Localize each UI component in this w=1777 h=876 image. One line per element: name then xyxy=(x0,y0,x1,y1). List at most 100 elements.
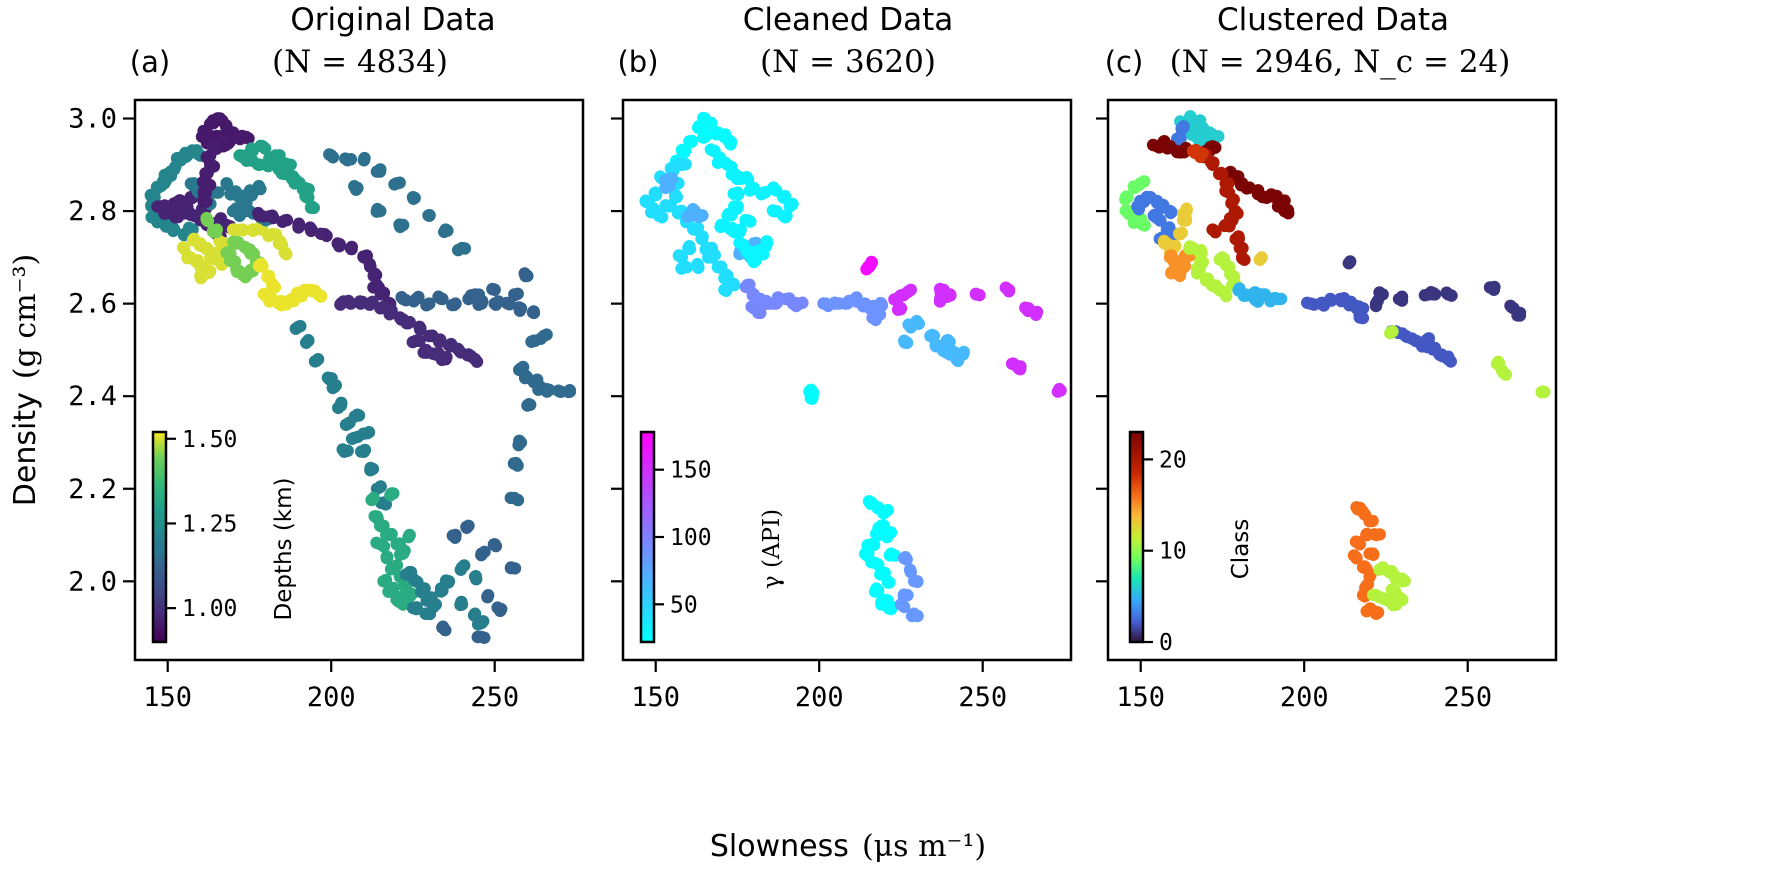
scatter-point xyxy=(426,595,440,609)
point-cluster-class-red-orange-tail xyxy=(1197,148,1251,266)
scatter-point xyxy=(790,299,803,313)
scatter-point xyxy=(271,149,284,163)
scatter-point xyxy=(1135,218,1149,231)
point-cluster-cyan-web xyxy=(704,143,799,239)
scatter-point xyxy=(435,353,449,367)
panel-c-colorbar: 0 10 20 Class xyxy=(1128,430,1254,656)
scatter-point xyxy=(944,289,957,302)
scatter-point xyxy=(433,335,446,349)
scatter-point xyxy=(786,197,799,211)
panel-c-x-axis: 150 200 250 xyxy=(1116,660,1492,713)
scatter-point xyxy=(731,224,744,237)
scatter-point xyxy=(374,519,387,533)
scatter-point xyxy=(874,296,887,310)
scatter-point xyxy=(212,186,225,199)
point-cluster-magenta-pair xyxy=(860,255,878,276)
point-cluster-class-orange-yellow xyxy=(1163,249,1197,283)
scatter-point xyxy=(1053,382,1066,396)
scatter-point xyxy=(284,158,297,171)
point-cluster-green-top-fan xyxy=(233,139,320,215)
y-axis-label-text: Density xyxy=(8,392,43,506)
svg-text:Density (g cm⁻³): Density (g cm⁻³) xyxy=(8,254,43,506)
scatter-point xyxy=(454,598,467,612)
scatter-point xyxy=(471,618,485,631)
scatter-point xyxy=(1183,242,1196,255)
panel-c-y-axis xyxy=(1096,117,1108,583)
scatter-point xyxy=(489,298,503,311)
scatter-point xyxy=(639,194,652,207)
scatter-point xyxy=(489,539,503,553)
scatter-point xyxy=(385,527,398,541)
scatter-point xyxy=(195,130,209,143)
scatter-point xyxy=(867,538,881,552)
scatter-point xyxy=(877,595,890,609)
panel-a-x-axis: 150 200 250 xyxy=(143,660,519,713)
scatter-point xyxy=(449,531,462,544)
point-cluster-magenta-cluster xyxy=(888,281,1067,398)
scatter-point xyxy=(242,132,255,145)
scatter-point xyxy=(1395,572,1409,585)
scatter-point xyxy=(329,379,342,392)
scatter-point xyxy=(276,215,289,228)
scatter-point xyxy=(511,493,525,507)
scatter-point xyxy=(366,462,380,476)
scatter-point xyxy=(182,221,196,234)
scatter-point xyxy=(1366,514,1379,528)
scatter-point xyxy=(766,204,780,217)
panel-c-subtitle: (N = 2946, N_c = 24) xyxy=(1170,44,1511,80)
scatter-point xyxy=(243,243,256,256)
scatter-point xyxy=(1483,281,1497,294)
scatter-point xyxy=(458,559,471,572)
scatter-point xyxy=(201,166,214,179)
scatter-point xyxy=(969,287,983,300)
scatter-point xyxy=(478,545,491,558)
scatter-point xyxy=(1196,147,1209,160)
scatter-point xyxy=(1217,252,1231,266)
scatter-point xyxy=(526,306,540,319)
point-cluster-class-orange-bottom xyxy=(1347,501,1387,620)
scatter-point xyxy=(1223,220,1236,233)
panel-a-frame xyxy=(133,98,585,662)
colorbar-label: Depths (km) xyxy=(271,477,297,620)
scatter-point xyxy=(1369,299,1383,313)
scatter-point xyxy=(1395,290,1409,303)
point-cluster-class-green-loop xyxy=(1183,240,1242,303)
scatter-point xyxy=(200,211,213,225)
scatter-point xyxy=(941,333,954,347)
point-cluster-purple-vertical xyxy=(196,140,223,208)
scatter-point xyxy=(299,190,312,203)
scatter-point xyxy=(363,298,376,311)
scatter-point xyxy=(383,308,396,321)
scatter-point xyxy=(167,224,180,238)
scatter-point xyxy=(245,142,258,155)
scatter-point xyxy=(752,306,765,319)
scatter-point xyxy=(393,548,407,561)
scatter-point xyxy=(509,456,523,470)
scatter-point xyxy=(552,384,565,397)
scatter-point xyxy=(1393,591,1406,604)
y-tick-label: 2.6 xyxy=(68,289,117,320)
y-tick-label: 2.4 xyxy=(68,381,117,412)
panel-c: Clustered Data (c) (N = 2946, N_c = 24) … xyxy=(1096,2,1558,713)
scatter-point xyxy=(344,153,358,166)
scatter-point xyxy=(370,205,383,218)
scatter-point xyxy=(1030,305,1044,319)
scatter-point xyxy=(912,317,925,330)
point-cluster-class-indigo-band xyxy=(1301,292,1370,325)
scatter-point xyxy=(817,297,830,310)
scatter-point xyxy=(262,229,275,243)
scatter-point xyxy=(442,576,455,589)
scatter-point xyxy=(683,135,696,148)
scatter-point xyxy=(307,201,320,215)
colorbar-tick-label: 150 xyxy=(670,458,712,484)
scatter-point xyxy=(481,591,494,604)
y-tick-label: 2.2 xyxy=(68,474,117,505)
scatter-point xyxy=(508,289,521,302)
panel-a-label: (a) xyxy=(130,45,170,79)
colorbar-label: γ (API) xyxy=(759,509,785,589)
scatter-point xyxy=(436,620,450,633)
scatter-point xyxy=(881,576,895,589)
x-tick-label: 200 xyxy=(307,682,356,713)
scatter-point xyxy=(400,317,413,330)
scatter-point xyxy=(422,209,435,222)
